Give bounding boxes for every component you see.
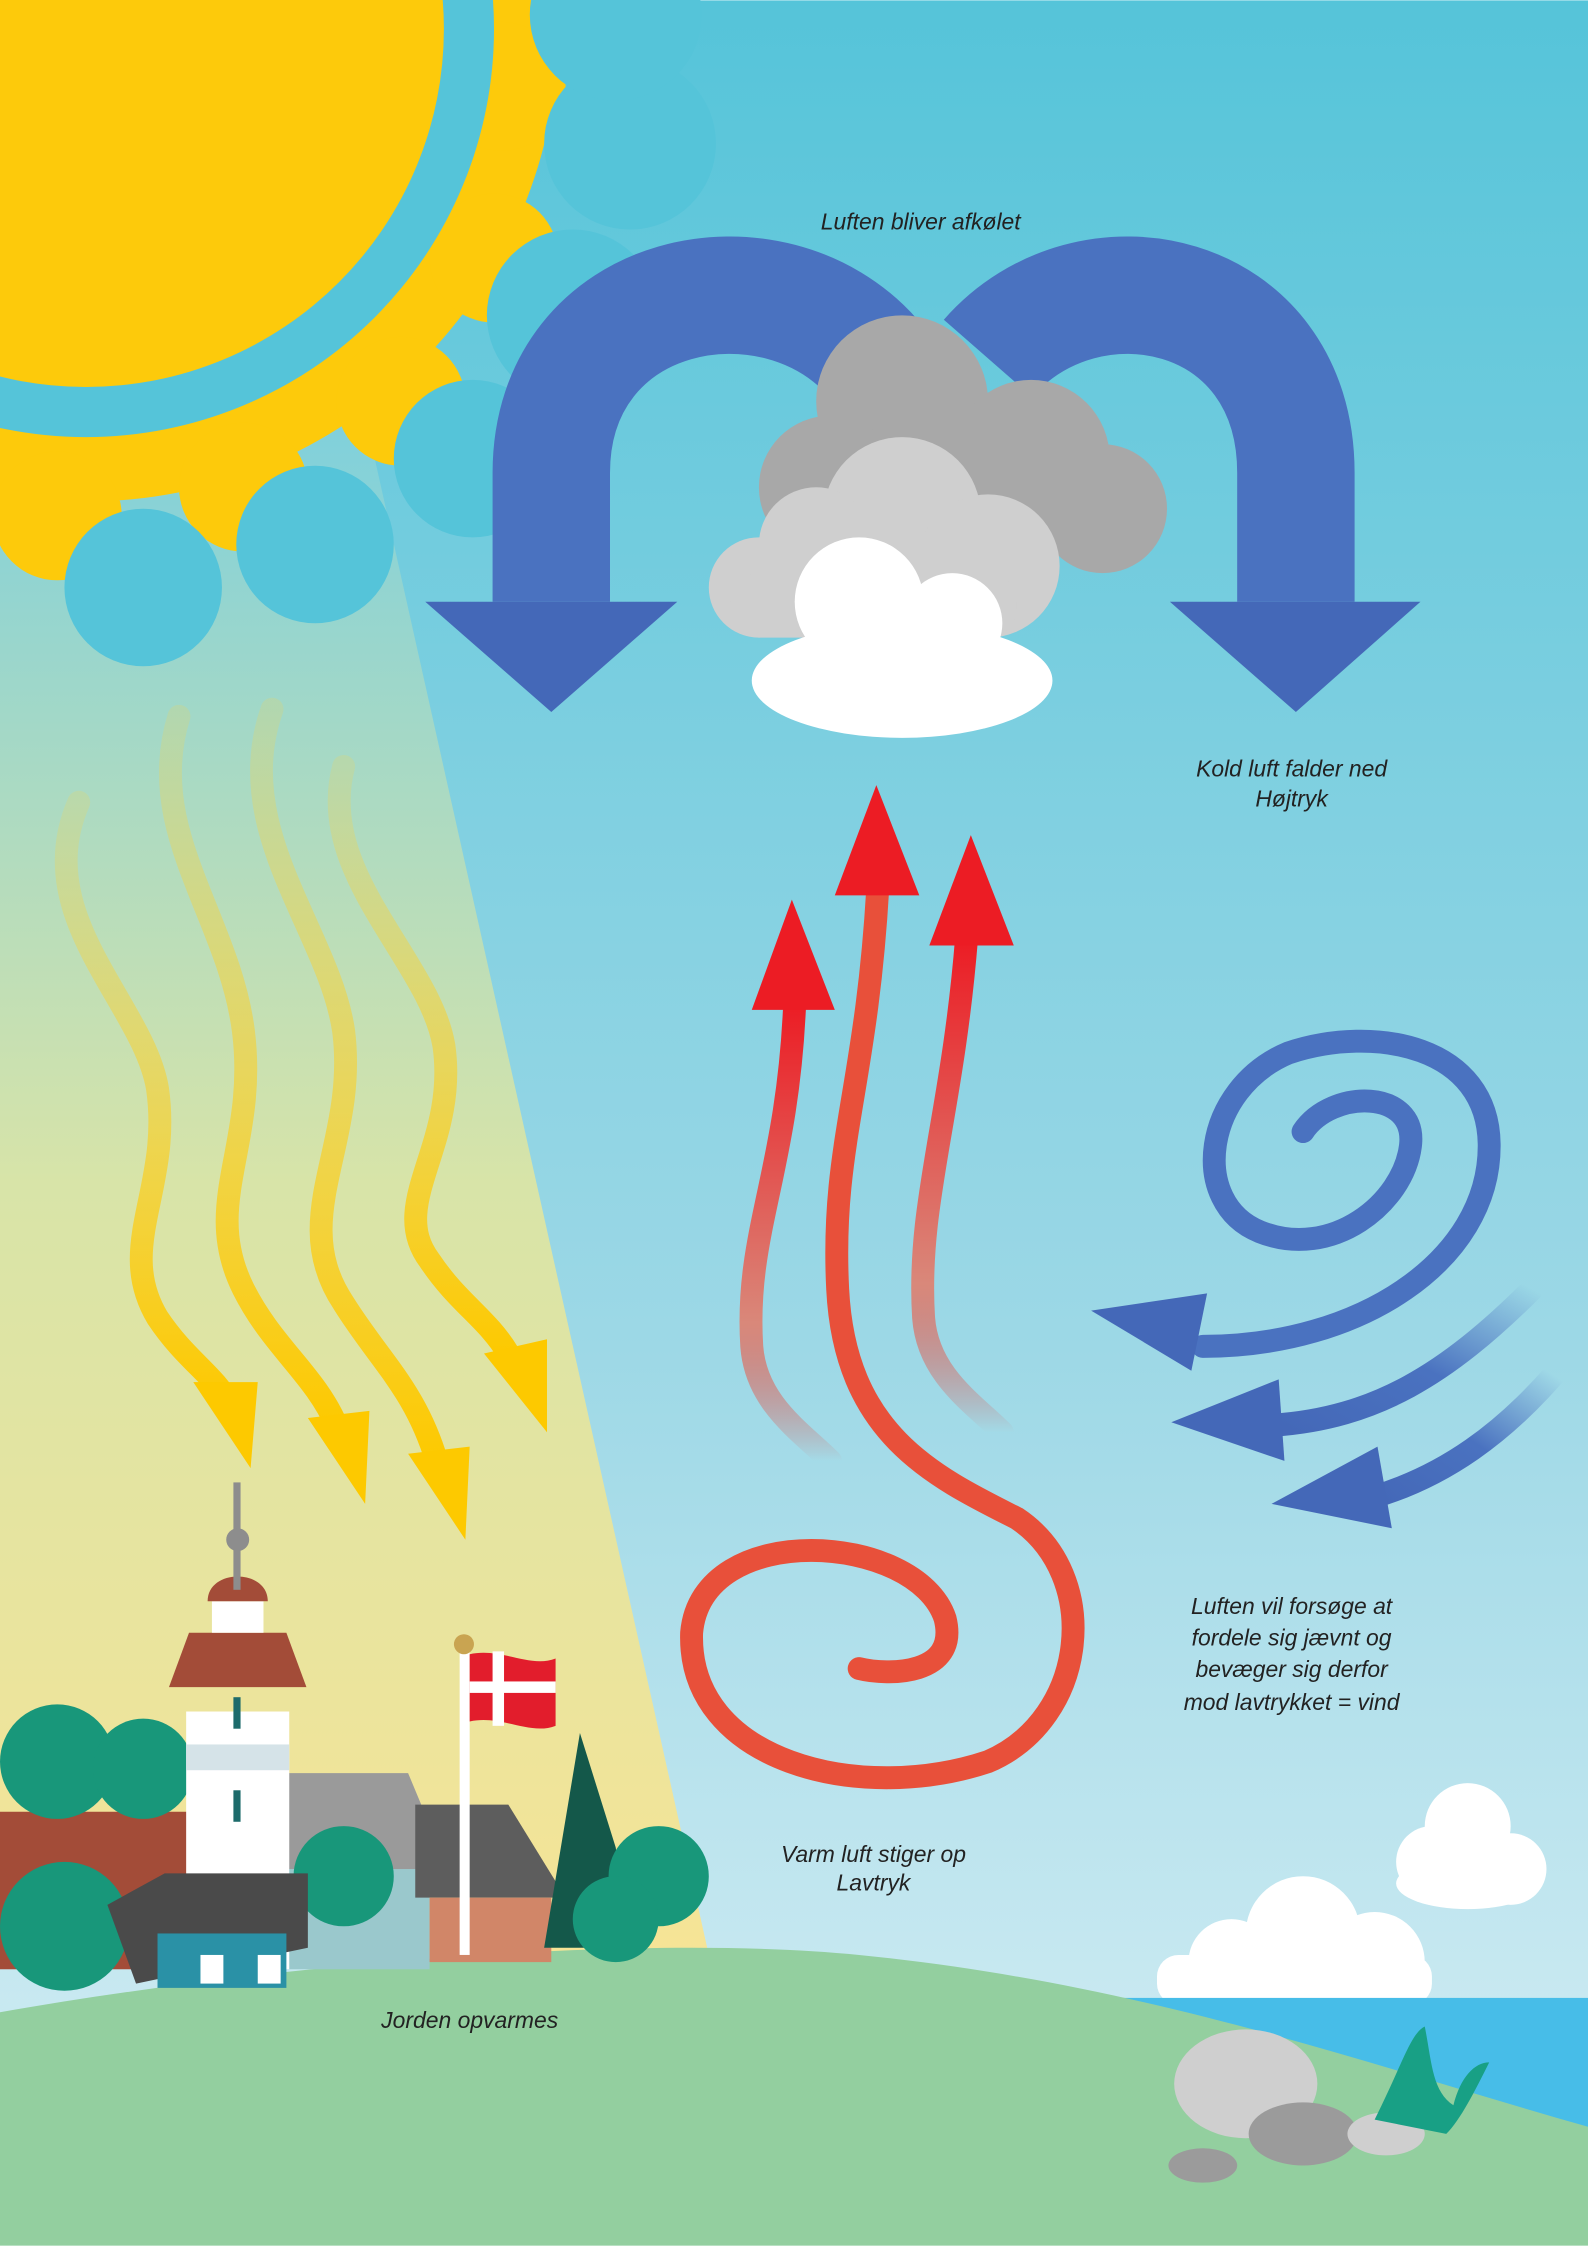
town-shape <box>186 1744 289 1770</box>
wind-label: bevæger sig derfor <box>1195 1656 1389 1682</box>
low-pressure-label: Lavtryk <box>837 1870 912 1896</box>
town-shape <box>212 1601 264 1633</box>
town-shape <box>233 1790 240 1822</box>
page: Luften bliver afkølet Kold luft falder n… <box>0 0 1588 2246</box>
ground-shape <box>1249 2102 1358 2165</box>
earth-label: Jorden opvarmes <box>380 2007 558 2033</box>
town-shape <box>454 1634 474 1654</box>
wind-label: mod lavtrykket = vind <box>1184 1689 1401 1715</box>
illustration: Luften bliver afkølet Kold luft falder n… <box>0 0 1588 2246</box>
town-shape <box>294 1826 394 1926</box>
town-shape <box>226 1528 249 1551</box>
town-shape <box>460 1647 470 1955</box>
town-shape <box>200 1955 223 1984</box>
small-clouds-shape <box>1157 1955 1432 2005</box>
town-shape <box>573 1876 659 1962</box>
town-shape <box>0 1862 129 1991</box>
town-shape <box>430 1898 552 1962</box>
wind-label: Luften vil forsøge at <box>1191 1593 1394 1619</box>
sky-bites-shape <box>236 466 394 624</box>
town-shape <box>233 1697 240 1729</box>
town-shape <box>258 1955 281 1984</box>
wind-label: fordele sig jævnt og <box>1192 1625 1392 1651</box>
cloud-shape-shape <box>752 623 1053 738</box>
small-clouds-shape <box>1396 1858 1539 1910</box>
high-pressure-label: Kold luft falder ned <box>1196 755 1388 781</box>
town-shape <box>93 1719 193 1819</box>
town-shape <box>470 1681 556 1692</box>
sky-bites-shape <box>64 509 222 667</box>
cooling-label: Luften bliver afkølet <box>821 208 1023 234</box>
low-pressure-label: Varm luft stiger op <box>781 1841 966 1867</box>
ground-shape <box>1168 2148 1237 2182</box>
town-shape <box>169 1633 306 1687</box>
high-pressure-label: Højtryk <box>1255 786 1329 812</box>
